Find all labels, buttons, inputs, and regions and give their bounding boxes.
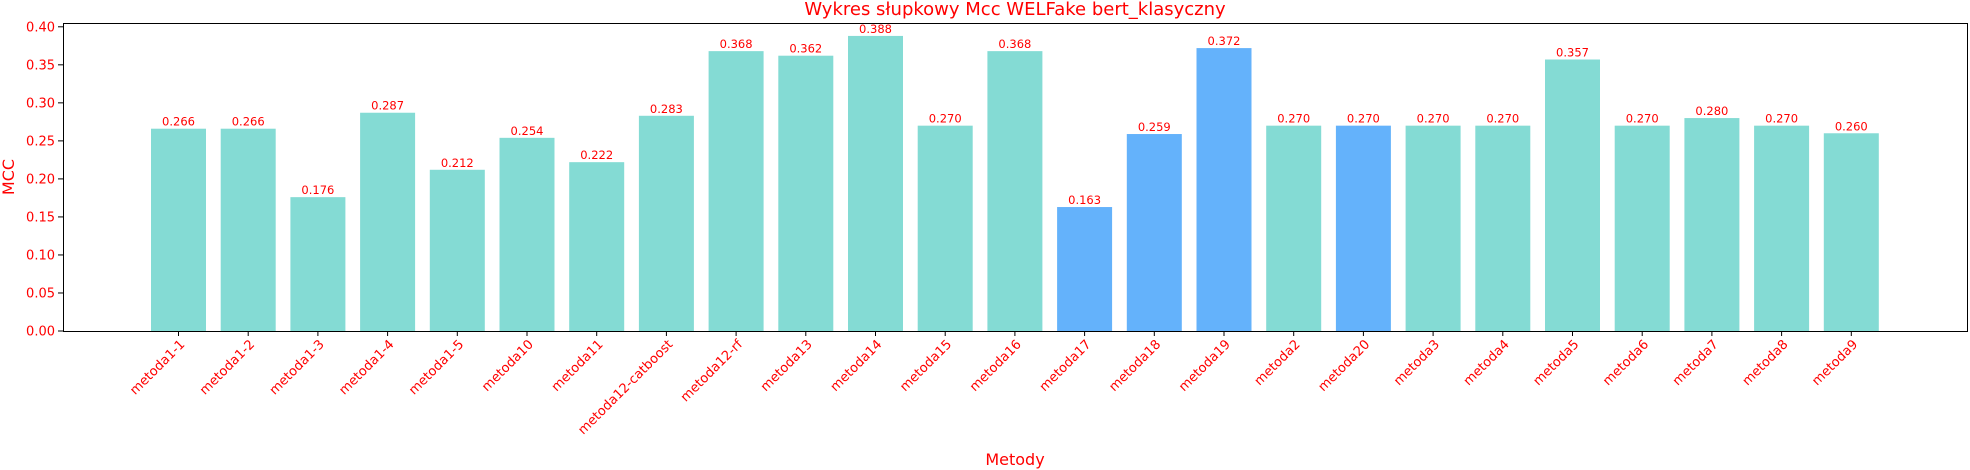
y-tick-label: 0.40 <box>26 20 55 35</box>
y-tick-label: 0.35 <box>26 58 55 73</box>
bar-metoda1-1 <box>151 128 206 331</box>
y-tick-label: 0.00 <box>26 325 55 340</box>
x-tick-label-metoda6: metoda6 <box>1600 337 1652 389</box>
bar-metoda1-4 <box>360 112 416 331</box>
x-tick-label-metoda15: metoda15 <box>897 337 955 395</box>
y-tick-label: 0.10 <box>26 248 55 263</box>
data-label-metoda3: 0.270 <box>1417 112 1450 126</box>
x-tick-label-metoda10: metoda10 <box>479 337 537 395</box>
x-tick-label-metoda16: metoda16 <box>967 337 1025 395</box>
bar-metoda20 <box>1335 125 1391 332</box>
bar-metoda11 <box>569 162 625 331</box>
bar-metoda12-rf <box>708 51 764 331</box>
data-label-metoda15: 0.270 <box>929 112 962 126</box>
x-tick-label-metoda20: metoda20 <box>1316 337 1374 395</box>
bar-metoda5 <box>1545 59 1600 332</box>
bar-metoda6 <box>1614 125 1670 332</box>
data-label-metoda16: 0.368 <box>998 37 1031 51</box>
data-label-metoda6: 0.270 <box>1626 112 1659 126</box>
x-tick-label-metoda13: metoda13 <box>758 337 816 395</box>
y-tick-label: 0.20 <box>26 172 55 187</box>
data-label-metoda7: 0.280 <box>1695 104 1728 118</box>
x-tick-label-metoda1-4: metoda1-4 <box>336 337 397 398</box>
bar-metoda14 <box>848 35 903 331</box>
x-tick-label-metoda1-2: metoda1-2 <box>197 337 258 398</box>
x-tick-label-metoda3: metoda3 <box>1391 337 1443 389</box>
x-tick-label-metoda18: metoda18 <box>1107 337 1165 395</box>
x-tick-label-metoda5: metoda5 <box>1531 337 1583 389</box>
bar-metoda1-2 <box>220 128 276 331</box>
data-label-metoda8: 0.270 <box>1765 112 1798 126</box>
data-label-metoda18: 0.259 <box>1138 120 1171 134</box>
bar-metoda19 <box>1196 48 1252 332</box>
data-label-metoda1-3: 0.176 <box>301 183 334 197</box>
y-axis-label: MCC <box>0 159 18 195</box>
x-tick-label-metoda9: metoda9 <box>1809 337 1861 389</box>
data-label-metoda5: 0.357 <box>1556 46 1589 60</box>
chart-title: Wykres słupkowy Mcc WELFake bert_klasycz… <box>804 0 1226 20</box>
y-tick-label: 0.15 <box>26 210 55 225</box>
bar-metoda2 <box>1266 125 1322 332</box>
x-tick-label-metoda4: metoda4 <box>1461 337 1513 389</box>
data-label-metoda20: 0.270 <box>1347 112 1380 126</box>
data-label-metoda1-1: 0.266 <box>162 115 195 129</box>
x-tick-label-metoda8: metoda8 <box>1740 337 1792 389</box>
data-label-metoda11: 0.222 <box>580 148 613 162</box>
bar-metoda16 <box>987 51 1043 331</box>
data-label-metoda14: 0.388 <box>859 22 892 36</box>
x-tick-label-metoda7: metoda7 <box>1670 337 1722 389</box>
x-tick-label-metoda1-5: metoda1-5 <box>406 337 467 398</box>
bar-metoda12-catboost <box>638 115 694 332</box>
plot-frame <box>63 23 1968 332</box>
data-label-metoda17: 0.163 <box>1068 193 1101 207</box>
bar-metoda17 <box>1057 207 1113 331</box>
bar-metoda4 <box>1475 125 1531 332</box>
x-axis: metoda1-1 metoda1-2 metoda1-3 metoda1-4 meto… <box>127 331 1861 438</box>
bar-metoda1-5 <box>429 169 485 331</box>
data-label-metoda12-catboost: 0.283 <box>650 102 683 116</box>
data-label-metoda1-2: 0.266 <box>232 115 265 129</box>
data-label-metoda2: 0.270 <box>1277 112 1310 126</box>
bar-metoda8 <box>1754 125 1810 332</box>
data-label-metoda12-rf: 0.368 <box>720 37 753 51</box>
x-tick-label-metoda19: metoda19 <box>1176 337 1234 395</box>
y-axis: 0.00 0.05 0.10 0.15 0.20 0.25 0.30 0.35 0.40 <box>26 20 63 340</box>
data-label-metoda10: 0.254 <box>511 124 544 138</box>
bar-metoda18 <box>1126 134 1182 331</box>
data-label-metoda19: 0.372 <box>1208 34 1241 48</box>
bar-metoda9 <box>1823 133 1879 331</box>
bar-metoda13 <box>778 55 834 331</box>
x-tick-label-metoda2: metoda2 <box>1252 337 1304 389</box>
y-tick-label: 0.25 <box>26 134 55 149</box>
x-tick-label-metoda17: metoda17 <box>1037 337 1095 395</box>
data-labels-group: 0.266 0.266 0.176 0.287 0.212 0.254 0.222 0.283… <box>162 22 1868 207</box>
bar-metoda1-3 <box>290 197 346 331</box>
data-label-metoda1-5: 0.212 <box>441 156 474 170</box>
bar-metoda7 <box>1684 118 1740 331</box>
y-tick-label: 0.30 <box>26 96 55 111</box>
bars-group <box>151 35 1879 332</box>
data-label-metoda1-4: 0.287 <box>371 99 404 113</box>
bar-metoda3 <box>1405 125 1461 332</box>
data-label-metoda4: 0.270 <box>1486 112 1519 126</box>
data-label-metoda9: 0.260 <box>1835 119 1868 133</box>
bar-metoda10 <box>499 137 555 331</box>
bar-metoda15 <box>917 125 973 332</box>
x-tick-label-metoda1-3: metoda1-3 <box>267 337 328 398</box>
y-tick-label: 0.05 <box>26 286 55 301</box>
data-label-metoda13: 0.362 <box>789 42 822 56</box>
x-tick-label-metoda1-1: metoda1-1 <box>127 337 188 398</box>
x-tick-label-metoda11: metoda11 <box>549 337 607 395</box>
x-axis-label: Metody <box>985 450 1044 469</box>
x-tick-label-metoda12-rf: metoda12-rf <box>678 337 746 405</box>
x-tick-label-metoda14: metoda14 <box>828 337 886 395</box>
